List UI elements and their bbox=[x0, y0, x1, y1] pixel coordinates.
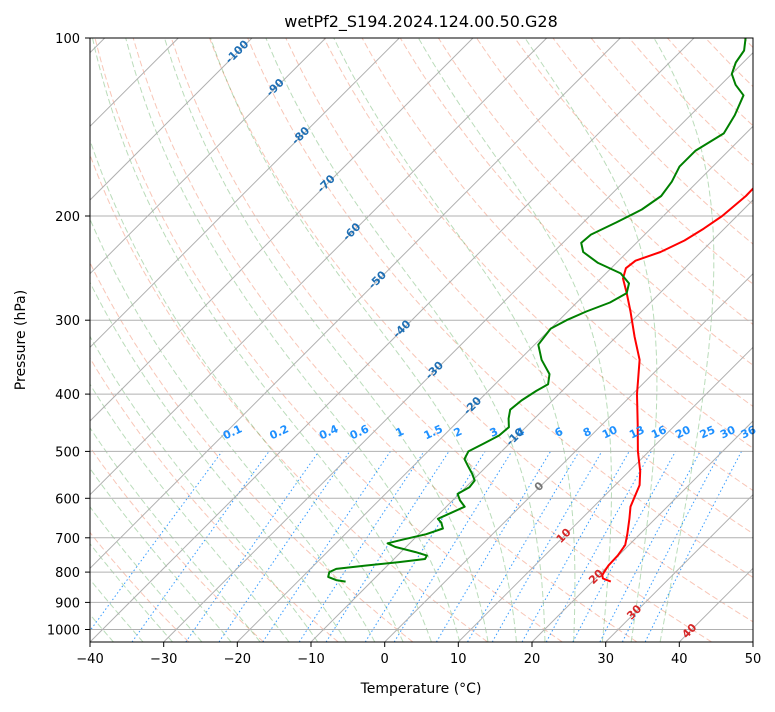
y-tick-label: 200 bbox=[55, 210, 80, 225]
y-axis-label: Pressure (hPa) bbox=[13, 290, 29, 390]
y-tick-label: 400 bbox=[55, 388, 80, 403]
x-tick-label: −30 bbox=[150, 652, 177, 667]
x-tick-label: 50 bbox=[745, 652, 762, 667]
y-tick-label: 100 bbox=[55, 32, 80, 47]
y-tick-label: 900 bbox=[55, 596, 80, 611]
x-tick-label: 0 bbox=[381, 652, 389, 667]
x-tick-label: 10 bbox=[450, 652, 467, 667]
chart-title: wetPf2_S194.2024.124.00.50.G28 bbox=[284, 12, 558, 32]
x-tick-label: −20 bbox=[224, 652, 251, 667]
y-tick-label: 500 bbox=[55, 445, 80, 460]
y-tick-label: 800 bbox=[55, 566, 80, 581]
x-tick-label: −40 bbox=[76, 652, 103, 667]
x-axis-label: Temperature (°C) bbox=[360, 681, 482, 697]
y-tick-label: 600 bbox=[55, 492, 80, 507]
x-tick-label: 30 bbox=[597, 652, 614, 667]
x-tick-label: 20 bbox=[524, 652, 541, 667]
x-tick-label: 40 bbox=[671, 652, 688, 667]
y-tick-label: 1000 bbox=[47, 624, 80, 639]
y-tick-label: 300 bbox=[55, 314, 80, 329]
x-tick-label: −10 bbox=[297, 652, 324, 667]
y-tick-label: 700 bbox=[55, 532, 80, 547]
